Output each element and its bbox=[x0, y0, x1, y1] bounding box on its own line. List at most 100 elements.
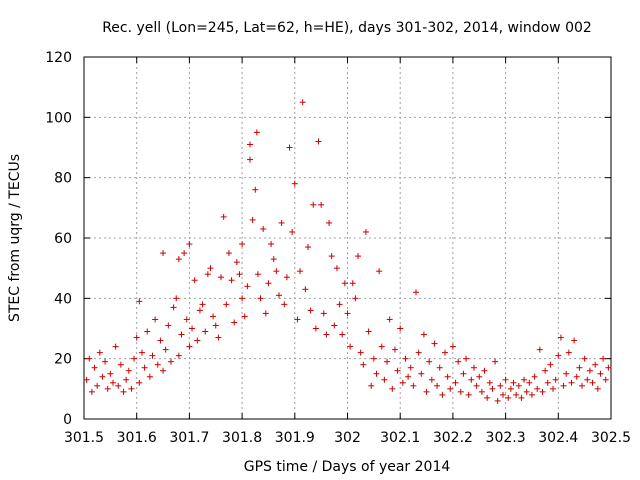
data-point bbox=[107, 370, 114, 377]
data-point bbox=[320, 310, 327, 317]
y-tick-label: 20 bbox=[54, 352, 72, 368]
data-point bbox=[186, 343, 193, 350]
data-point bbox=[262, 310, 269, 317]
x-tick-label: 301.5 bbox=[64, 430, 104, 446]
data-point bbox=[544, 379, 551, 386]
grid-lines bbox=[84, 57, 611, 419]
data-point bbox=[499, 391, 506, 398]
data-point bbox=[594, 385, 601, 392]
data-point bbox=[175, 352, 182, 359]
data-point bbox=[542, 367, 549, 374]
data-point bbox=[136, 298, 143, 305]
data-point bbox=[181, 250, 188, 257]
x-tick-label: 302.1 bbox=[380, 430, 420, 446]
chart-title: Rec. yell (Lon=245, Lat=62, h=HE), days … bbox=[102, 20, 592, 36]
y-tick-label: 120 bbox=[45, 50, 72, 66]
x-axis-label: GPS time / Days of year 2014 bbox=[244, 459, 451, 475]
data-point bbox=[231, 319, 238, 326]
data-point bbox=[157, 337, 164, 344]
data-point bbox=[268, 241, 275, 248]
data-point bbox=[212, 322, 219, 329]
data-point bbox=[241, 313, 248, 320]
data-point bbox=[352, 295, 359, 302]
data-point bbox=[592, 361, 599, 368]
data-point bbox=[597, 370, 604, 377]
data-point bbox=[117, 361, 124, 368]
data-point bbox=[278, 219, 285, 226]
data-point bbox=[186, 241, 193, 248]
data-point bbox=[423, 388, 430, 395]
data-point bbox=[410, 382, 417, 389]
data-point bbox=[486, 379, 493, 386]
data-point bbox=[86, 355, 93, 362]
data-point bbox=[196, 307, 203, 314]
data-point bbox=[526, 379, 533, 386]
y-axis-label: STEC from uqrg / TECUs bbox=[7, 154, 23, 322]
data-point bbox=[167, 358, 174, 365]
data-point bbox=[239, 241, 246, 248]
data-point bbox=[589, 379, 596, 386]
data-point bbox=[125, 367, 132, 374]
data-point bbox=[178, 331, 185, 338]
data-point bbox=[473, 382, 480, 389]
data-point bbox=[381, 376, 388, 383]
data-point bbox=[584, 376, 591, 383]
data-point bbox=[91, 364, 98, 371]
y-tick-label: 40 bbox=[54, 291, 72, 307]
data-point bbox=[94, 382, 101, 389]
data-point bbox=[357, 349, 364, 356]
data-point bbox=[170, 304, 177, 311]
y-tick-label: 80 bbox=[54, 171, 72, 187]
data-point bbox=[407, 364, 414, 371]
data-point bbox=[194, 337, 201, 344]
data-point bbox=[349, 280, 356, 287]
y-tick-labels: 0 20 40 60 80 100 120 bbox=[45, 50, 72, 428]
data-point bbox=[128, 385, 135, 392]
data-point bbox=[115, 382, 122, 389]
data-point bbox=[131, 355, 138, 362]
data-point bbox=[557, 334, 564, 341]
data-point bbox=[492, 358, 499, 365]
y-tick-label: 60 bbox=[54, 231, 72, 247]
data-point bbox=[294, 316, 301, 323]
x-tick-label: 302.2 bbox=[433, 430, 473, 446]
x-tick-label: 302 bbox=[334, 430, 361, 446]
data-point bbox=[304, 244, 311, 251]
data-point bbox=[494, 397, 501, 404]
data-point bbox=[152, 316, 159, 323]
data-point bbox=[204, 271, 211, 278]
data-point bbox=[283, 274, 290, 281]
data-point bbox=[360, 361, 367, 368]
data-point bbox=[210, 313, 217, 320]
data-point bbox=[253, 129, 260, 136]
data-point bbox=[199, 301, 206, 308]
data-point bbox=[378, 343, 385, 350]
data-point bbox=[565, 349, 572, 356]
x-tick-label: 302.5 bbox=[591, 430, 631, 446]
data-point bbox=[299, 99, 306, 106]
data-point bbox=[376, 268, 383, 275]
data-point bbox=[602, 376, 609, 383]
data-point bbox=[505, 394, 512, 401]
data-point bbox=[418, 370, 425, 377]
data-point bbox=[333, 265, 340, 272]
data-point bbox=[415, 349, 422, 356]
y-tick-label: 100 bbox=[45, 110, 72, 126]
x-tick-label: 301.7 bbox=[169, 430, 209, 446]
data-point bbox=[539, 388, 546, 395]
data-point bbox=[162, 346, 169, 353]
data-point bbox=[120, 388, 127, 395]
data-point bbox=[581, 355, 588, 362]
data-point bbox=[220, 213, 227, 220]
data-point bbox=[297, 268, 304, 275]
data-point bbox=[223, 301, 230, 308]
x-tick-label: 301.8 bbox=[222, 430, 262, 446]
data-point bbox=[165, 322, 172, 329]
data-point bbox=[452, 379, 459, 386]
data-point bbox=[463, 355, 470, 362]
data-point bbox=[146, 373, 153, 380]
data-point bbox=[247, 156, 254, 163]
data-point bbox=[207, 265, 214, 272]
data-point bbox=[439, 391, 446, 398]
data-point bbox=[270, 256, 277, 263]
